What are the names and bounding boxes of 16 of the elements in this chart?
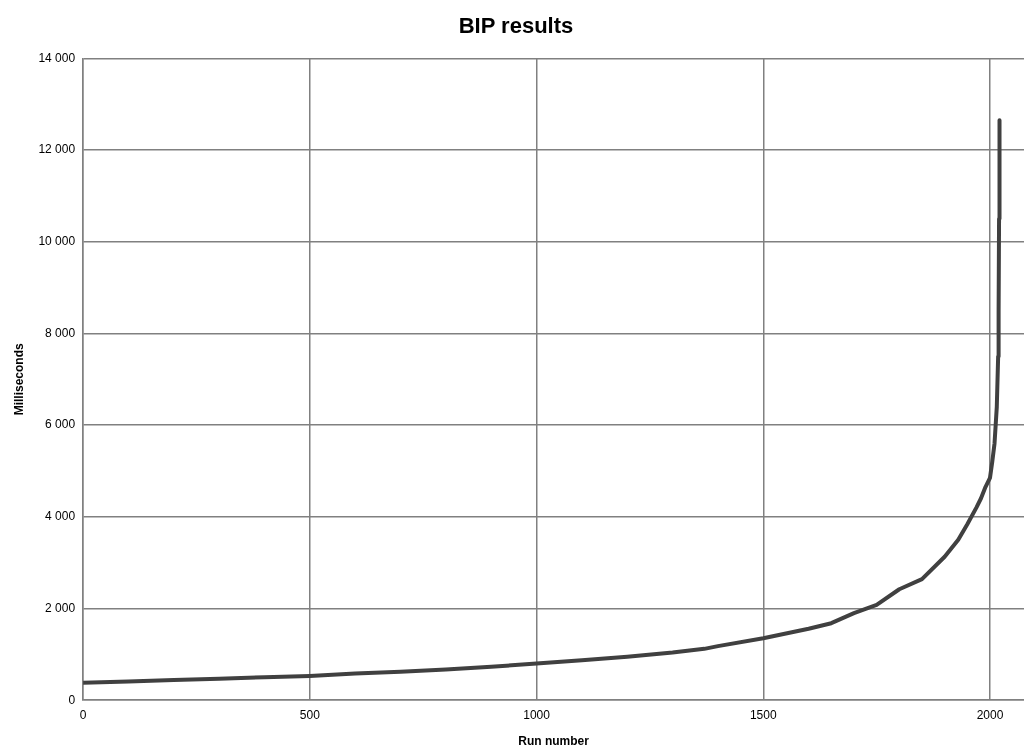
x-tick-label: 1000	[523, 707, 551, 722]
y-tick-label: 0	[68, 692, 76, 707]
x-tick-label: 500	[299, 707, 321, 722]
x-tick-label: 1500	[749, 707, 777, 722]
y-tick-label: 4 000	[45, 509, 76, 524]
y-tick-label: 10 000	[38, 234, 76, 249]
y-tick-label: 14 000	[38, 50, 76, 65]
y-tick-label: 6 000	[45, 417, 76, 432]
y-tick-label: 8 000	[45, 325, 76, 340]
x-axis-title: Run number	[518, 734, 590, 749]
y-tick-label: 2 000	[45, 600, 76, 615]
y-tick-label: 12 000	[38, 142, 76, 157]
y-axis-title: Milliseconds	[11, 342, 26, 416]
x-tick-label: 0	[79, 707, 87, 722]
chart-title: BIP results	[458, 13, 574, 39]
x-tick-label: 2000	[976, 707, 1004, 722]
